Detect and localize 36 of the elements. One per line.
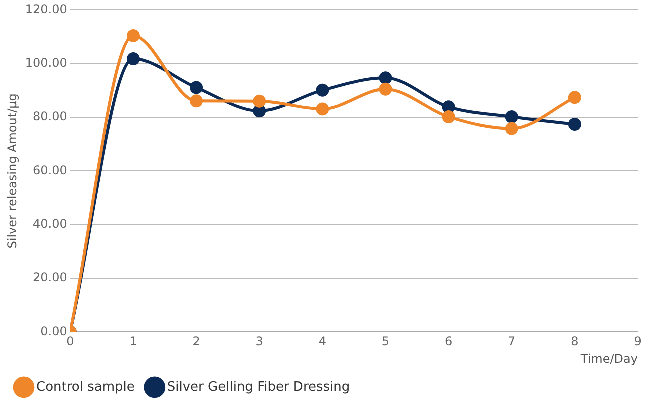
point xyxy=(442,110,456,124)
point xyxy=(316,84,330,97)
point xyxy=(568,91,582,104)
y-tick-label: 60.00 xyxy=(33,163,68,178)
point xyxy=(568,118,582,132)
y-tick-label: 40.00 xyxy=(33,216,68,231)
y-tick-label: 20.00 xyxy=(33,270,68,285)
y-tick-label: 120.00 xyxy=(25,2,68,16)
x-tick-label: 6 xyxy=(444,334,453,349)
point xyxy=(126,29,140,42)
point xyxy=(316,102,330,116)
point xyxy=(126,52,140,66)
point xyxy=(379,82,392,96)
x-tick-label: 2 xyxy=(192,334,200,349)
point xyxy=(442,100,456,114)
x-tick-label: 7 xyxy=(508,334,516,349)
x-tick-label: 4 xyxy=(318,334,326,349)
x-tick-label: 9 xyxy=(634,334,642,349)
y-tick-label: 100.00 xyxy=(25,56,68,70)
x-tick-label: 5 xyxy=(382,334,390,349)
legend-label: Control sample xyxy=(36,380,135,395)
x-tick-label: 3 xyxy=(256,334,264,349)
point xyxy=(379,72,392,85)
x-tick-label: 0 xyxy=(66,334,74,349)
x-axis-title: Time/Day xyxy=(580,352,638,366)
point xyxy=(190,81,204,94)
y-axis-title: Silver releasing Amout/µg xyxy=(5,94,20,249)
x-tick-label: 8 xyxy=(571,334,579,349)
point xyxy=(253,94,266,108)
y-tick-label: 80.00 xyxy=(33,110,68,124)
point xyxy=(505,122,518,136)
point xyxy=(505,110,518,124)
x-tick-label: 1 xyxy=(130,334,138,349)
point xyxy=(190,94,204,108)
y-tick-label: 0.00 xyxy=(40,324,68,338)
legend-label: Silver Gelling Fiber Dressing xyxy=(167,380,350,395)
